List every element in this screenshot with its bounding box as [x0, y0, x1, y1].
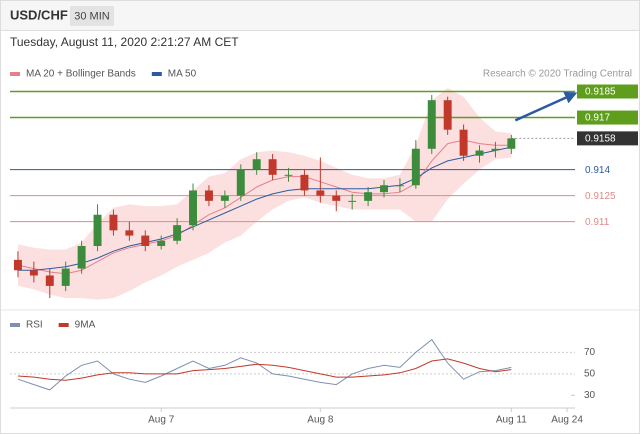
candle-body — [459, 129, 468, 156]
symbol: USD/CHF — [10, 7, 68, 22]
candle-body — [316, 190, 325, 196]
candle-body — [507, 138, 516, 149]
legend-label: MA 50 — [168, 69, 197, 80]
level-label: 0.917 — [585, 113, 610, 124]
candle-body — [13, 259, 22, 271]
candle-body — [236, 169, 245, 196]
candle-body — [141, 235, 150, 246]
candle-body — [427, 100, 436, 149]
candle-body — [348, 200, 357, 202]
level-label: 0.914 — [585, 165, 610, 176]
level-label-box — [577, 110, 638, 125]
candle-body — [93, 214, 102, 246]
indicator-line — [17, 358, 512, 381]
level-label-box — [577, 84, 638, 99]
bollinger-band — [18, 88, 512, 300]
candle-body — [380, 185, 388, 193]
candle-body — [491, 148, 500, 151]
ma-line — [18, 146, 512, 271]
candle-body — [29, 270, 38, 276]
legend-swatch — [10, 323, 20, 327]
level-label: 0.911 — [585, 217, 610, 228]
legend-swatch — [151, 72, 162, 76]
subtitle: Tuesday, August 11, 2020 2:21:27 AM CET — [10, 35, 239, 49]
x-tick-label: Aug 7 — [148, 415, 175, 426]
candle-body — [300, 174, 309, 191]
y-tick-label: 70 — [584, 347, 596, 358]
candle-body — [61, 268, 70, 286]
level-label: 0.9185 — [585, 87, 616, 98]
candle-body — [411, 148, 420, 186]
candle-body — [109, 214, 118, 231]
candle-body — [125, 230, 134, 236]
candle-body — [189, 190, 198, 226]
legend-label: RSI — [26, 320, 43, 331]
candle-body — [475, 150, 484, 156]
x-tick-label: Aug 8 — [307, 415, 334, 426]
x-tick-label: Aug 11 — [496, 415, 527, 426]
forecast-arrow — [514, 91, 578, 122]
candle-body — [395, 185, 404, 187]
candle-body — [220, 195, 229, 201]
timeframe[interactable]: 30 MIN — [74, 10, 110, 22]
indicator-line — [17, 338, 512, 391]
candle-body — [284, 174, 293, 176]
source: Research © 2020 Trading Central — [483, 69, 632, 80]
y-tick-label: 50 — [584, 368, 596, 379]
candle-body — [332, 195, 341, 201]
legend-swatch — [10, 72, 20, 76]
candle-body — [364, 192, 373, 201]
legend-label: MA 20 + Bollinger Bands — [26, 69, 136, 80]
candle-body — [204, 190, 213, 201]
legend-swatch — [58, 323, 69, 327]
candle-body — [443, 100, 452, 130]
last-price-box — [577, 131, 638, 146]
candle-body — [252, 159, 261, 170]
timeframe-box[interactable] — [70, 6, 114, 26]
candle-body — [77, 245, 86, 269]
ma-line — [17, 139, 512, 275]
legend-label: 9MA — [75, 320, 96, 331]
candle-body — [157, 240, 166, 246]
level-label: 0.9125 — [585, 191, 616, 202]
y-tick-label: 30 — [584, 390, 596, 401]
candle-body — [173, 225, 182, 241]
candle-body — [45, 275, 54, 286]
last-price-label: 0.9158 — [585, 134, 616, 145]
candle-body — [268, 159, 277, 175]
x-tick-label: Aug 24 — [551, 415, 583, 426]
